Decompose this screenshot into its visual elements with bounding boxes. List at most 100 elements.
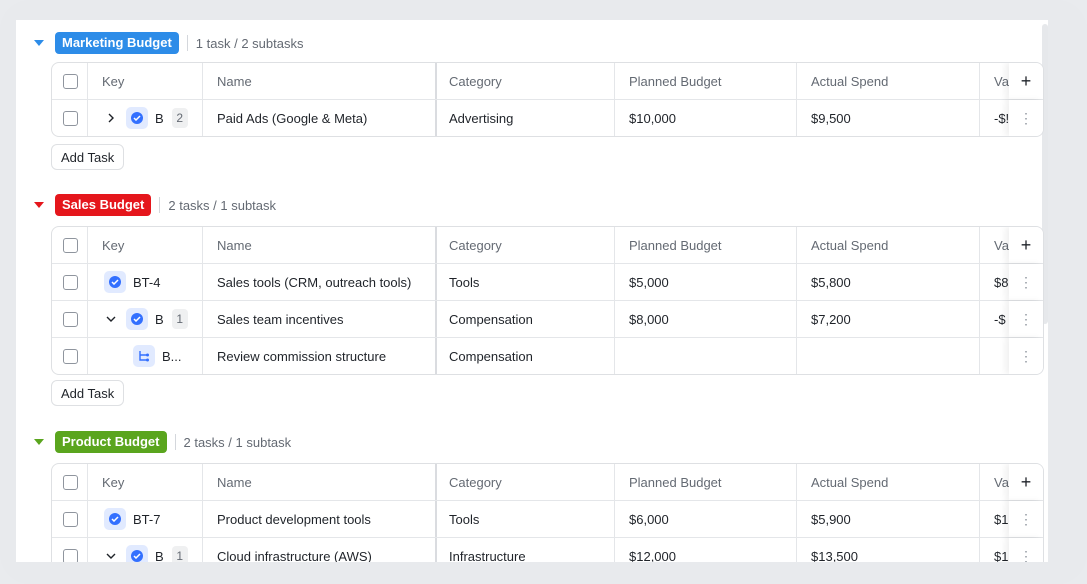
task-name[interactable]: Paid Ads (Google & Meta) [202,100,435,136]
chevron-down-icon[interactable] [104,552,118,560]
column-header-category[interactable]: Category [435,227,614,263]
table-row[interactable]: B 2 Paid Ads (Google & Meta) Advertising… [52,100,1043,136]
group-badge[interactable]: Product Budget [55,431,167,453]
column-header-variance[interactable]: Va [979,464,1019,500]
task-name[interactable]: Cloud infrastructure (AWS) [202,538,435,562]
task-actual-spend[interactable]: $9,500 [796,100,979,136]
task-actual-spend[interactable]: $7,200 [796,301,979,337]
select-all-checkbox[interactable] [63,73,78,89]
task-category[interactable]: Advertising [435,100,614,136]
column-header-category[interactable]: Category [435,464,614,500]
task-key[interactable]: BT-7 [133,511,161,527]
task-actual-spend[interactable]: $13,500 [796,538,979,562]
add-task-button[interactable]: Add Task [51,144,125,170]
task-variance[interactable]: -$! [979,100,1019,136]
row-checkbox[interactable] [63,511,78,527]
task-planned-budget[interactable]: $5,000 [614,264,796,300]
add-column-button[interactable]: + [1009,63,1043,99]
task-variance[interactable]: $8 [979,264,1019,300]
task-planned-budget[interactable]: $10,000 [614,100,796,136]
column-header-key[interactable]: Key [87,464,202,500]
task-actual-spend[interactable]: $5,900 [796,501,979,537]
task-planned-budget[interactable]: $6,000 [614,501,796,537]
task-name[interactable]: Sales team incentives [202,301,435,337]
task-planned-budget[interactable]: $8,000 [614,301,796,337]
row-more-button[interactable]: ⋮ [1009,501,1043,537]
row-checkbox[interactable] [63,274,78,290]
task-variance[interactable] [979,338,1019,374]
column-header-actual-spend[interactable]: Actual Spend [796,63,979,99]
column-header-key[interactable]: Key [87,63,202,99]
group-badge[interactable]: Sales Budget [55,194,152,216]
task-variance[interactable]: -$ [979,301,1019,337]
table-row[interactable]: B 1 Cloud infrastructure (AWS) Infrastru… [52,538,1043,562]
column-header-planned-budget[interactable]: Planned Budget [614,63,796,99]
status-icon[interactable] [126,545,148,562]
task-variance[interactable]: $1 [979,538,1019,562]
column-header-actual-spend[interactable]: Actual Spend [796,227,979,263]
task-key[interactable]: B... [162,348,182,364]
task-name[interactable]: Review commission structure [202,338,435,374]
collapse-caret-icon[interactable] [34,202,44,208]
table-row[interactable]: BT-7 Product development tools Tools $6,… [52,501,1043,538]
row-checkbox[interactable] [63,348,78,364]
chevron-right-icon[interactable] [104,113,118,123]
subtask-count-badge: 2 [171,108,188,128]
task-planned-budget[interactable] [614,338,796,374]
row-more-button[interactable]: ⋮ [1009,100,1043,136]
task-variance[interactable]: $1 [979,501,1019,537]
subtask-icon[interactable] [133,345,155,367]
task-category[interactable]: Tools [435,264,614,300]
column-header-name[interactable]: Name [202,464,435,500]
row-more-button[interactable]: ⋮ [1009,538,1043,562]
task-key[interactable]: B [155,110,164,126]
add-task-button[interactable]: Add Task [51,380,125,406]
column-header-variance[interactable]: Va [979,63,1019,99]
row-more-button[interactable]: ⋮ [1009,264,1043,300]
task-actual-spend[interactable]: $5,800 [796,264,979,300]
add-column-button[interactable]: + [1009,227,1043,263]
column-header-category[interactable]: Category [435,63,614,99]
collapse-caret-icon[interactable] [34,439,44,445]
collapse-caret-icon[interactable] [34,40,44,46]
group-badge[interactable]: Marketing Budget [55,32,179,54]
row-checkbox[interactable] [63,311,78,327]
task-category[interactable]: Compensation [435,301,614,337]
column-header-key[interactable]: Key [87,227,202,263]
select-all-checkbox[interactable] [63,237,78,253]
task-key[interactable]: B [155,311,164,327]
task-planned-budget[interactable]: $12,000 [614,538,796,562]
task-actual-spend[interactable] [796,338,979,374]
task-name[interactable]: Sales tools (CRM, outreach tools) [202,264,435,300]
row-more-button[interactable]: ⋮ [1009,338,1043,374]
task-key[interactable]: BT-4 [133,274,161,290]
task-category[interactable]: Tools [435,501,614,537]
task-name[interactable]: Product development tools [202,501,435,537]
status-icon[interactable] [126,308,148,330]
column-header-planned-budget[interactable]: Planned Budget [614,464,796,500]
row-select-cell [52,501,87,537]
row-checkbox[interactable] [63,548,78,562]
add-column-button[interactable]: + [1009,464,1043,500]
task-category[interactable]: Compensation [435,338,614,374]
chevron-down-icon[interactable] [104,315,118,323]
row-checkbox[interactable] [63,110,78,126]
status-icon[interactable] [104,271,126,293]
status-icon[interactable] [126,107,148,129]
select-all-checkbox[interactable] [63,474,78,490]
column-header-name[interactable]: Name [202,227,435,263]
vertical-scrollbar[interactable] [1042,24,1048,324]
status-icon[interactable] [104,508,126,530]
column-header-planned-budget[interactable]: Planned Budget [614,227,796,263]
column-header-actual-spend[interactable]: Actual Spend [796,464,979,500]
column-header-variance[interactable]: Va [979,227,1019,263]
task-category[interactable]: Infrastructure [435,538,614,562]
table-row[interactable]: BT-4 Sales tools (CRM, outreach tools) T… [52,264,1043,301]
column-header-name[interactable]: Name [202,63,435,99]
task-key[interactable]: B [155,548,164,563]
subtask-row[interactable]: B... Review commission structure Compens… [52,338,1043,374]
table-header-row: Key Name Category Planned Budget Actual … [52,63,1043,100]
row-more-button[interactable]: ⋮ [1009,301,1043,337]
key-cell: BT-4 [87,264,202,300]
table-row[interactable]: B 1 Sales team incentives Compensation $… [52,301,1043,338]
